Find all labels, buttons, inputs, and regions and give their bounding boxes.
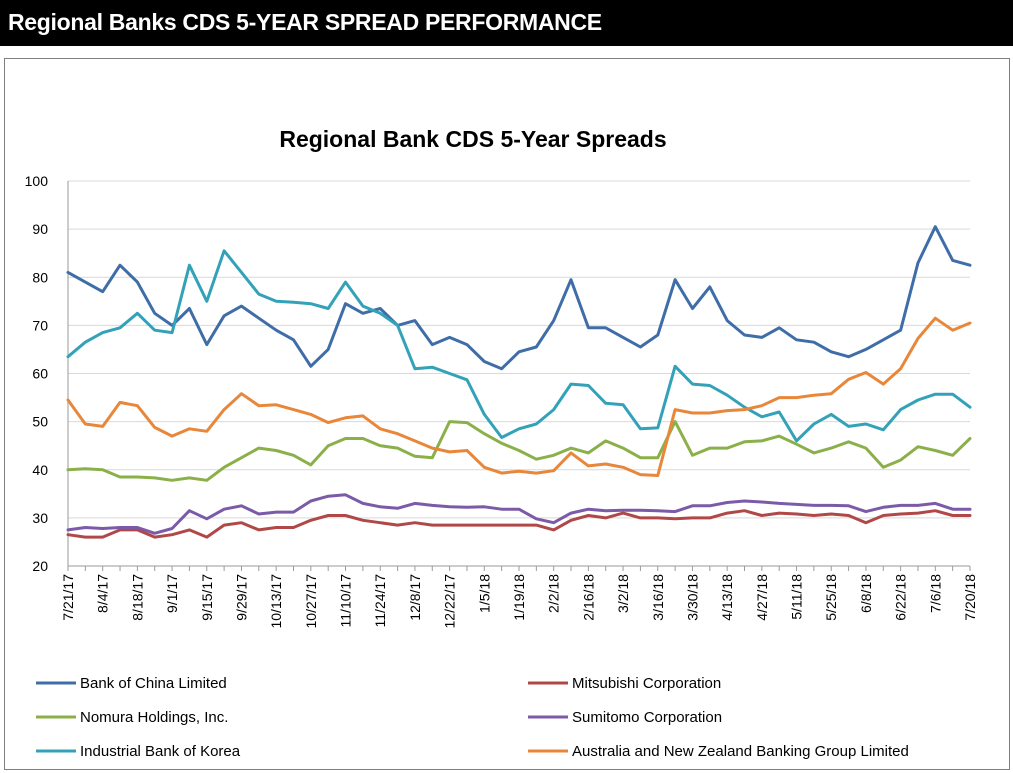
x-tick-label: 12/8/17	[407, 574, 423, 621]
chart-frame	[4, 58, 1010, 770]
legend-item: Industrial Bank of Korea	[36, 743, 241, 760]
legend-item: Australia and New Zealand Banking Group …	[528, 743, 909, 760]
x-tick-label: 7/6/18	[927, 574, 943, 613]
x-tick-label: 2/2/18	[546, 574, 562, 613]
y-tick-label: 60	[32, 366, 48, 382]
x-axis: 7/21/17 8/4/17 8/18/17 9/1/17 9/15/17 9/29/17…	[60, 566, 978, 629]
x-tick-label: 11/10/17	[338, 574, 354, 628]
x-tick-label: 8/18/17	[129, 574, 145, 621]
series-line	[66, 249, 972, 443]
series-line	[66, 509, 972, 539]
y-tick-label: 40	[32, 462, 48, 478]
legend-label: Nomura Holdings, Inc.	[80, 709, 228, 726]
y-tick-label: 90	[32, 221, 48, 237]
x-tick-label: 9/29/17	[233, 574, 249, 621]
legend-item: Sumitomo Corporation	[528, 709, 722, 726]
y-tick-label: 80	[32, 269, 48, 285]
legend-item: Mitsubishi Corporation	[528, 675, 721, 692]
x-tick-label: 10/27/17	[303, 574, 319, 629]
legend-label: Industrial Bank of Korea	[80, 743, 241, 760]
series-line	[66, 493, 972, 535]
legend-label: Australia and New Zealand Banking Group …	[572, 743, 909, 760]
legend-label: Mitsubishi Corporation	[572, 675, 721, 692]
series-line	[66, 420, 972, 482]
x-tick-label: 3/2/18	[615, 574, 631, 613]
series-line	[66, 316, 972, 477]
legend-item: Bank of China Limited	[36, 675, 227, 692]
x-tick-label: 5/25/18	[823, 574, 839, 621]
y-axis: 20 30 40 50 60 70 80 90 100	[25, 173, 69, 574]
x-tick-label: 9/15/17	[199, 574, 215, 621]
x-tick-label: 2/16/18	[580, 574, 596, 621]
x-tick-label: 1/19/18	[511, 574, 527, 621]
legend: Bank of China Limited Mitsubishi Corporat…	[36, 675, 909, 760]
series-line	[66, 225, 972, 371]
x-tick-label: 4/13/18	[719, 574, 735, 621]
y-tick-label: 70	[32, 317, 48, 333]
x-tick-label: 9/1/17	[164, 574, 180, 613]
y-tick-label: 100	[25, 173, 49, 189]
x-tick-label: 6/22/18	[893, 574, 909, 621]
y-tick-label: 30	[32, 510, 48, 526]
x-tick-label: 12/22/17	[442, 574, 458, 629]
x-tick-label: 10/13/17	[268, 574, 284, 629]
x-tick-label: 4/27/18	[754, 574, 770, 621]
x-tick-label: 8/4/17	[95, 574, 111, 613]
series-lines	[66, 225, 972, 539]
x-tick-label: 5/11/18	[789, 574, 805, 620]
legend-item: Nomura Holdings, Inc.	[36, 709, 228, 726]
header-banner: Regional Banks CDS 5-YEAR SPREAD PERFORM…	[0, 0, 1013, 46]
legend-label: Sumitomo Corporation	[572, 709, 722, 726]
header-title: Regional Banks CDS 5-YEAR SPREAD PERFORM…	[8, 9, 602, 35]
x-tick-label: 7/21/17	[60, 574, 76, 621]
x-tick-label: 1/5/18	[476, 574, 492, 613]
x-tick-label: 11/24/17	[372, 574, 388, 628]
x-tick-label: 3/16/18	[650, 574, 666, 621]
x-tick-label: 7/20/18	[962, 574, 978, 621]
chart-title: Regional Bank CDS 5-Year Spreads	[279, 126, 666, 152]
x-tick-label: 3/30/18	[684, 574, 700, 621]
x-tick-label: 6/8/18	[858, 574, 874, 613]
y-tick-label: 20	[32, 558, 48, 574]
y-tick-label: 50	[32, 414, 48, 430]
legend-label: Bank of China Limited	[80, 675, 227, 692]
